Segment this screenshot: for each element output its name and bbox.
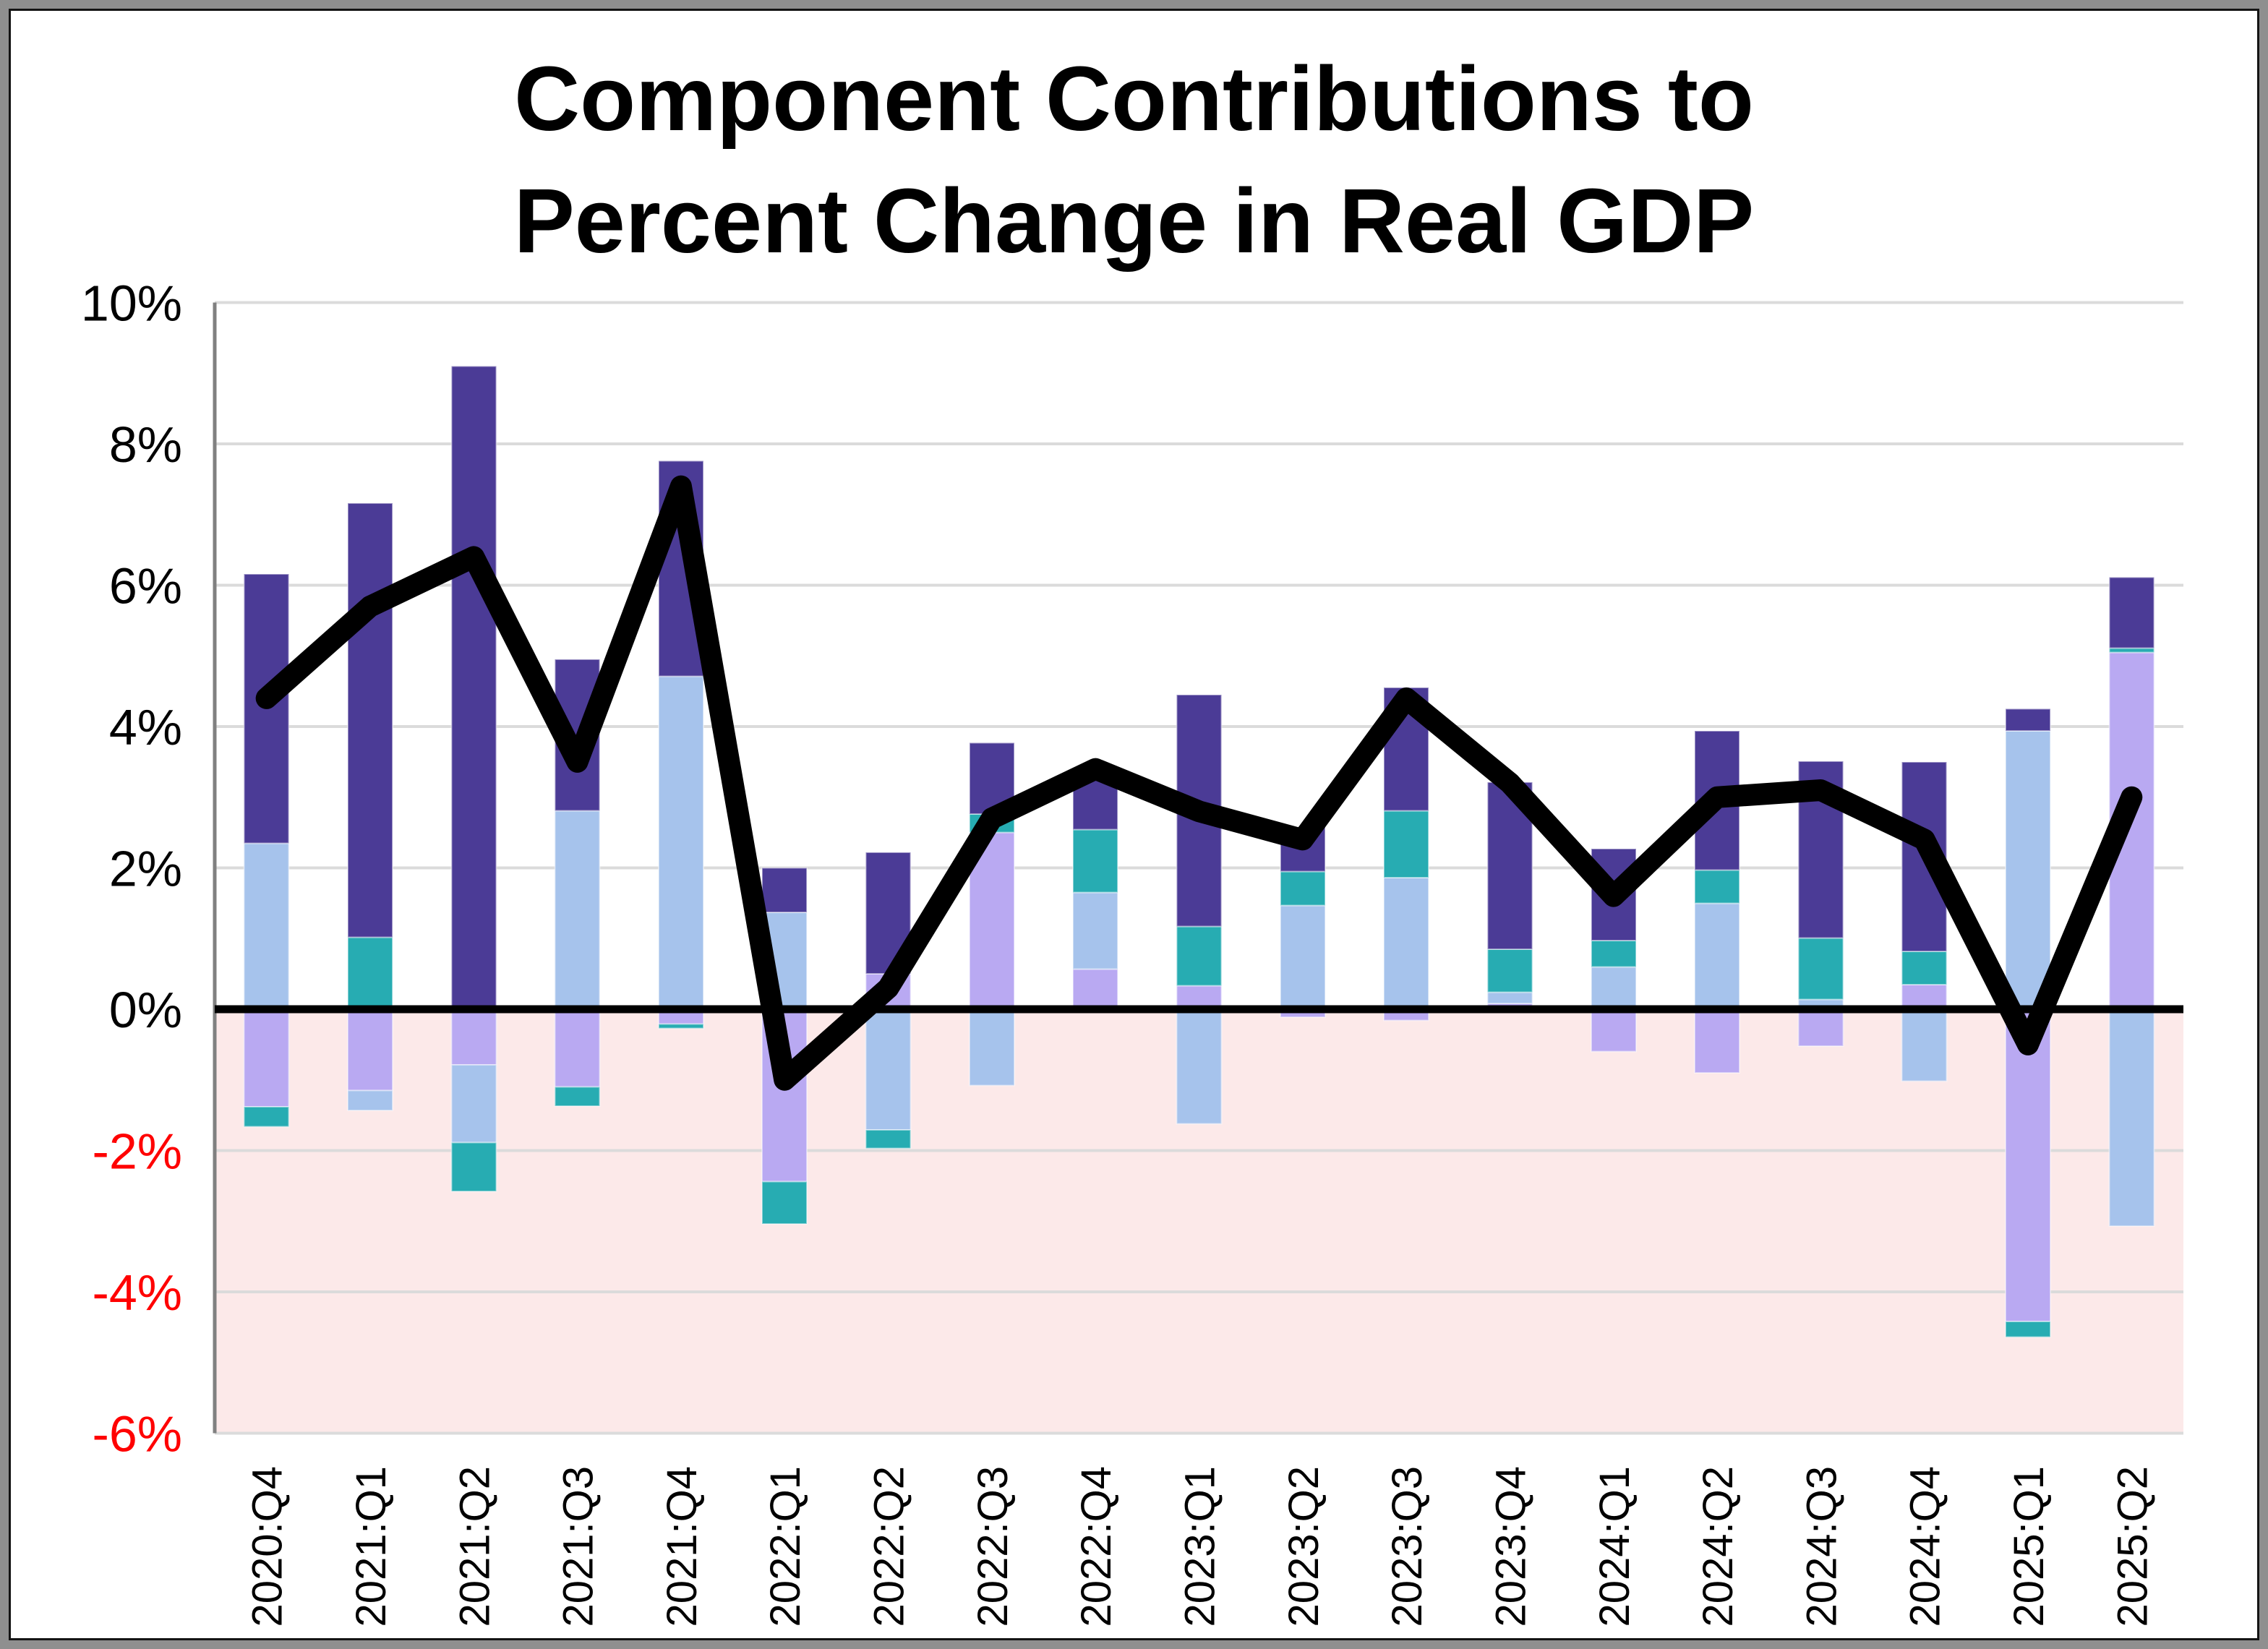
bar-segment-teal-component-2023:Q2 [1279, 870, 1326, 907]
chart-title-line2: Percent Change in Real GDP [513, 169, 1755, 272]
bar-segment-light-blue-component-2024:Q1 [1590, 966, 1637, 1010]
x-tick-label-2021:Q2: 2021:Q2 [451, 1466, 498, 1627]
y-tick-label-2pct: 2% [109, 841, 182, 897]
x-tick-label-2025:Q1: 2025:Q1 [2006, 1466, 2053, 1627]
x-tick-label-2022:Q2: 2022:Q2 [866, 1466, 913, 1627]
bar-segment-light-blue-component-2022:Q2 [865, 1008, 912, 1131]
x-tick-label-2024:Q1: 2024:Q1 [1591, 1466, 1638, 1627]
gdp-contributions-chart: 10% 8% 6% 4% 2% 0% -2% -4% -6% 2020:Q4 2021:Q1 2021… [81, 275, 2183, 1627]
x-tick-label-2021:Q1: 2021:Q1 [348, 1466, 395, 1627]
bar-segment-teal-component-2023:Q1 [1176, 925, 1223, 987]
y-tick-label--2pct: -2% [93, 1123, 182, 1180]
bar-segment-teal-component-2022:Q1 [761, 1181, 808, 1225]
bar-segment-lavender-component-2024:Q3 [1797, 1008, 1844, 1047]
bar-segment-light-blue-component-2021:Q3 [554, 810, 601, 1010]
chart-title: Component Contributions to Percent Chang… [11, 38, 2257, 283]
x-tick-label-2023:Q3: 2023:Q3 [1384, 1466, 1431, 1627]
y-tick-label-0pct: 0% [109, 982, 182, 1038]
bar-segment-teal-component-2020:Q4 [243, 1105, 290, 1128]
bar-segment-light-blue-component-2023:Q2 [1279, 904, 1326, 1010]
bar-segment-light-blue-component-2023:Q3 [1383, 877, 1430, 1011]
x-tick-label-2022:Q4: 2022:Q4 [1073, 1466, 1120, 1627]
bar-segment-dark-purple-component-2025:Q2 [2108, 576, 2155, 649]
x-tick-label-2021:Q4: 2021:Q4 [659, 1466, 706, 1627]
x-tick-label-2022:Q3: 2022:Q3 [970, 1466, 1017, 1627]
y-tick-label--4pct: -4% [93, 1264, 182, 1321]
bar-segment-lavender-component-2021:Q1 [346, 1008, 393, 1092]
bar-segment-lavender-component-2021:Q2 [450, 1008, 497, 1066]
bar-segment-teal-component-2023:Q3 [1383, 810, 1430, 879]
bar-segment-light-blue-component-2021:Q1 [346, 1089, 393, 1111]
x-tick-label-2023:Q4: 2023:Q4 [1487, 1466, 1534, 1627]
x-tick-label-2023:Q1: 2023:Q1 [1177, 1466, 1224, 1627]
bar-segment-light-blue-component-2023:Q4 [1486, 991, 1533, 1005]
x-tick-label-2020:Q4: 2020:Q4 [244, 1466, 291, 1627]
bar-segment-teal-component-2025:Q1 [2005, 1321, 2052, 1338]
y-tick-label--6pct: -6% [93, 1406, 182, 1462]
bar-segment-light-blue-component-2024:Q4 [1901, 1008, 1948, 1082]
bar-segment-teal-component-2021:Q2 [450, 1142, 497, 1193]
bar-segment-light-blue-component-2025:Q2 [2108, 1008, 2155, 1228]
bar-segment-light-blue-component-2021:Q4 [657, 675, 704, 1010]
x-tick-label-2024:Q3: 2024:Q3 [1798, 1466, 1845, 1627]
y-tick-label-4pct: 4% [109, 699, 182, 755]
bar-segment-light-blue-component-2025:Q1 [2005, 729, 2052, 1010]
bar-segment-lavender-component-2024:Q2 [1694, 1008, 1741, 1074]
bar-segment-teal-component-2021:Q1 [346, 936, 393, 1011]
bar-segment-light-blue-component-2023:Q1 [1176, 1008, 1223, 1125]
bar-segment-teal-component-2024:Q3 [1797, 937, 1844, 1001]
bar-segment-lavender-component-2021:Q3 [554, 1008, 601, 1088]
x-tick-label-2025:Q2: 2025:Q2 [2109, 1466, 2156, 1627]
bar-segment-teal-component-2021:Q4 [657, 1023, 704, 1029]
y-tick-label-6pct: 6% [109, 558, 182, 614]
bar-segment-teal-component-2022:Q4 [1072, 828, 1119, 894]
chart-frame: Component Contributions to Percent Chang… [9, 9, 2259, 1640]
bar-segment-teal-component-2024:Q1 [1590, 940, 1637, 968]
bar-segment-lavender-component-2020:Q4 [243, 1008, 290, 1108]
bar-segment-lavender-component-2024:Q1 [1590, 1008, 1637, 1053]
bar-segment-dark-purple-component-2025:Q1 [2005, 708, 2052, 732]
bar-segment-teal-component-2024:Q2 [1694, 869, 1741, 904]
gdp-total-line [255, 475, 2143, 1091]
bar-segment-teal-component-2023:Q4 [1486, 948, 1533, 993]
bar-segment-light-blue-component-2022:Q4 [1072, 891, 1119, 970]
x-tick-label-2022:Q1: 2022:Q1 [762, 1466, 809, 1627]
x-tick-label-2023:Q2: 2023:Q2 [1280, 1466, 1327, 1627]
bar-segment-teal-component-2021:Q3 [554, 1086, 601, 1107]
x-tick-label-2024:Q2: 2024:Q2 [1695, 1466, 1742, 1627]
bar-segment-lavender-component-2022:Q4 [1072, 968, 1119, 1010]
bar-segment-light-blue-component-2024:Q2 [1694, 902, 1741, 1010]
y-tick-label-10pct: 10% [81, 275, 182, 332]
bar-segment-light-blue-component-2020:Q4 [243, 842, 290, 1010]
bar-segment-light-blue-component-2022:Q3 [968, 1008, 1015, 1087]
y-tick-label-8pct: 8% [109, 416, 182, 473]
bar-segment-teal-component-2022:Q2 [865, 1129, 912, 1149]
bar-segment-lavender-component-2025:Q1 [2005, 1008, 2052, 1323]
bar-segment-dark-purple-component-2021:Q1 [346, 502, 393, 938]
x-tick-label-2021:Q3: 2021:Q3 [555, 1466, 602, 1627]
chart-title-line1: Component Contributions to [514, 48, 1754, 150]
bar-segment-light-blue-component-2021:Q2 [450, 1064, 497, 1144]
bar-segment-dark-purple-component-2022:Q1 [761, 867, 808, 914]
bar-segment-teal-component-2024:Q4 [1901, 950, 1948, 985]
bar-segment-dark-purple-component-2021:Q2 [450, 365, 497, 1011]
x-tick-label-2024:Q4: 2024:Q4 [1902, 1466, 1949, 1627]
